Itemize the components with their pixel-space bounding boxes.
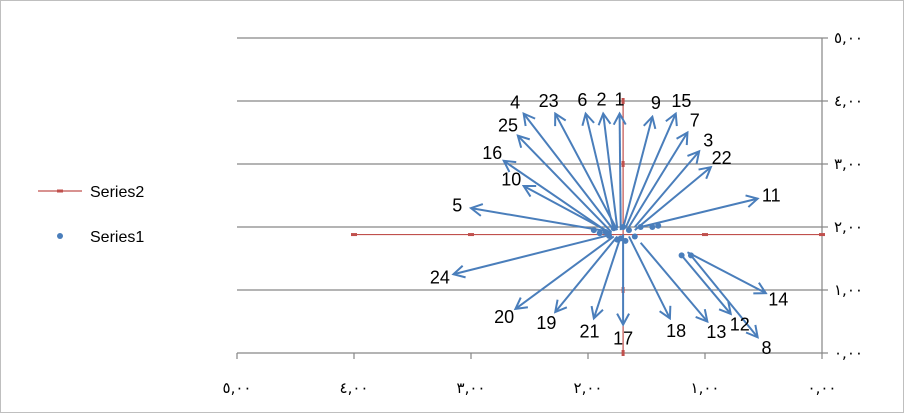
vector-arrow-9 xyxy=(622,117,652,229)
x-tick-label: ٤,٠٠ xyxy=(340,379,369,397)
vector-arrow-23 xyxy=(555,114,619,231)
y-tick-label: ٢,٠٠ xyxy=(834,218,863,236)
series1-point xyxy=(596,230,603,237)
vector-arrow-5 xyxy=(471,208,612,234)
legend-series2-marker xyxy=(57,189,63,193)
series1-point xyxy=(622,237,629,244)
vector-arrow-4 xyxy=(524,114,615,231)
series1-point xyxy=(606,232,613,239)
series1-points xyxy=(590,222,694,259)
vector-label-10: 10 xyxy=(501,169,521,189)
vector-arrow-2 xyxy=(603,114,619,229)
series1-point xyxy=(678,252,685,259)
vector-arrow-12 xyxy=(680,254,731,314)
vector-label-5: 5 xyxy=(452,196,462,216)
vector-label-16: 16 xyxy=(482,143,502,163)
vector-label-11: 11 xyxy=(762,185,781,205)
y-tick-label: ٥,٠٠ xyxy=(834,29,863,47)
series1-vectors xyxy=(453,114,765,338)
vector-label-25: 25 xyxy=(498,116,518,136)
vector-label-17: 17 xyxy=(613,329,633,349)
vector-label-14: 14 xyxy=(768,290,788,310)
vector-label-2: 2 xyxy=(597,90,607,110)
vector-arrow-6 xyxy=(586,114,615,231)
vector-arrow-13 xyxy=(639,242,708,322)
series1-point xyxy=(602,229,609,236)
vector-arrow-20 xyxy=(515,235,615,308)
legend-series1-label: Series1 xyxy=(90,229,144,246)
vector-arrow-24 xyxy=(453,233,612,275)
series2-marker xyxy=(468,233,474,237)
x-tick-label: ٥,٠٠ xyxy=(223,379,252,397)
y-tick-label: ٤,٠٠ xyxy=(834,92,863,110)
series1-point xyxy=(590,227,597,234)
series2-marker xyxy=(351,233,357,237)
x-tick-label: ٠,٠٠ xyxy=(808,379,837,397)
series2-marker xyxy=(621,350,625,356)
tick-labels: ٥,٠٠ ٤,٠٠ ٣,٠٠ ٢,٠٠ ١,٠٠ ٠,٠٠ ٠,٠٠ ١,٠٠ ٢,٠٠ ٣,٠٠… xyxy=(223,29,863,397)
vector-label-19: 19 xyxy=(536,313,556,333)
x-tick-label: ١,٠٠ xyxy=(691,379,720,397)
series1-point xyxy=(649,224,656,230)
series1-point xyxy=(655,222,662,229)
vector-label-6: 6 xyxy=(577,90,587,110)
series2-marker xyxy=(621,98,625,104)
vector-arrow-11 xyxy=(640,199,758,228)
series2-marker xyxy=(621,161,625,167)
vector-arrow-16 xyxy=(504,161,612,236)
vector-arrow-22 xyxy=(634,167,711,231)
series2-marker xyxy=(702,233,708,237)
vector-arrow-19 xyxy=(555,235,619,312)
vector-label-4: 4 xyxy=(510,93,520,113)
vector-label-7: 7 xyxy=(690,111,700,131)
vector-label-18: 18 xyxy=(666,321,686,341)
legend-series1-symbol xyxy=(57,233,63,239)
vector-label-20: 20 xyxy=(494,307,514,327)
series1-point xyxy=(617,235,624,242)
series1-point xyxy=(625,227,632,234)
gridlines xyxy=(237,37,822,291)
legend: Series2 Series1 xyxy=(38,184,144,246)
vector-arrow-14 xyxy=(686,251,765,293)
vector-arrow-25 xyxy=(518,136,613,233)
vector-arrow-7 xyxy=(628,133,688,228)
vector-label-1: 1 xyxy=(614,90,624,110)
vector-label-22: 22 xyxy=(712,148,732,168)
series1-point xyxy=(610,225,617,232)
y-tick-label: ١,٠٠ xyxy=(834,281,863,299)
vector-label-23: 23 xyxy=(539,91,559,111)
vector-arrow-15 xyxy=(624,114,675,229)
vector-label-12: 12 xyxy=(730,315,750,335)
vector-arrow-21 xyxy=(594,236,622,318)
series2-marker xyxy=(819,233,825,237)
axes xyxy=(236,37,828,359)
vector-arrow-1 xyxy=(620,114,621,231)
vector-label-3: 3 xyxy=(703,131,713,151)
vector-label-9: 9 xyxy=(651,93,661,113)
series1-point xyxy=(687,252,694,259)
vector-arrow-3 xyxy=(634,151,699,228)
x-tick-label: ٣,٠٠ xyxy=(457,379,486,397)
vector-arrow-18 xyxy=(628,236,670,318)
series1-point xyxy=(637,224,644,230)
y-tick-label: ٣,٠٠ xyxy=(834,155,863,173)
x-tick-label: ٢,٠٠ xyxy=(574,379,603,397)
y-tick-label: ٠,٠٠ xyxy=(834,344,863,362)
series1-point xyxy=(620,224,627,230)
legend-series2-label: Series2 xyxy=(90,184,144,201)
series1-point xyxy=(631,233,638,240)
vector-label-8: 8 xyxy=(761,338,771,358)
vector-label-21: 21 xyxy=(579,322,599,342)
vector-label-24: 24 xyxy=(430,268,450,288)
vector-arrow-8 xyxy=(690,254,758,337)
vector-label-15: 15 xyxy=(671,91,691,111)
vector-label-13: 13 xyxy=(706,322,726,342)
